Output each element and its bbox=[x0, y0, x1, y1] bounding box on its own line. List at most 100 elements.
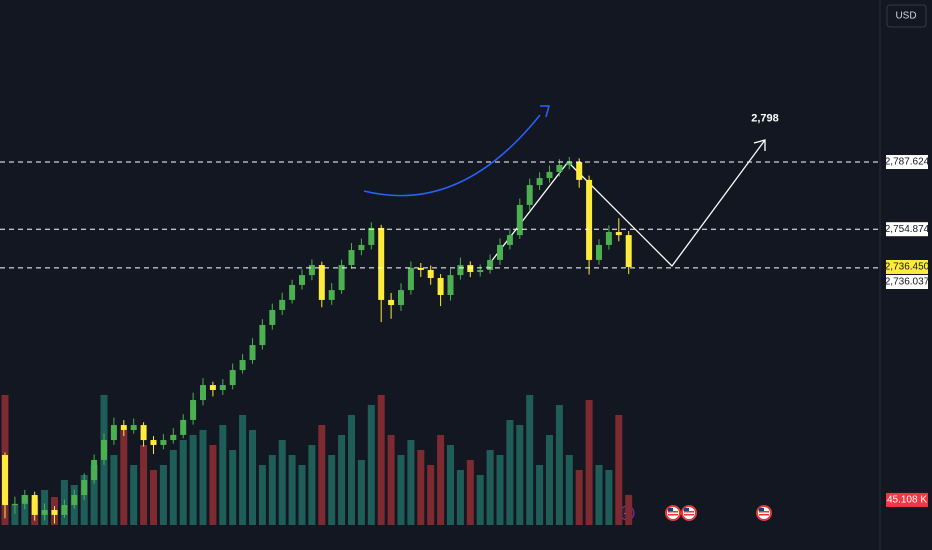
volume-bar bbox=[179, 440, 187, 525]
volume-bar bbox=[437, 435, 445, 525]
volume-bar bbox=[516, 425, 524, 525]
volume-bar bbox=[427, 465, 435, 525]
volume-bar bbox=[585, 400, 593, 525]
candle-body bbox=[229, 370, 236, 386]
volume-label: 45.108 K bbox=[887, 495, 927, 506]
volume-bar bbox=[456, 470, 464, 525]
candle-body bbox=[348, 250, 355, 266]
volume-bar bbox=[526, 395, 534, 525]
candle-body bbox=[526, 185, 533, 205]
candle-body bbox=[308, 265, 315, 276]
volume-bar bbox=[80, 475, 88, 525]
volume-bar bbox=[565, 455, 573, 525]
target-label: 2,798 bbox=[751, 113, 779, 125]
volume-bar bbox=[288, 455, 296, 525]
candle-body bbox=[398, 290, 404, 306]
candle-body bbox=[586, 179, 593, 260]
volume-bar bbox=[536, 465, 544, 525]
volume-bar bbox=[258, 465, 266, 525]
candle-body bbox=[101, 440, 107, 460]
volume-bar bbox=[447, 445, 454, 525]
candle-body bbox=[209, 385, 216, 390]
candle-body bbox=[497, 244, 503, 260]
volume-bar bbox=[21, 495, 29, 525]
candle-body bbox=[91, 459, 98, 481]
volume-bar bbox=[159, 465, 167, 525]
volume-bar bbox=[239, 415, 247, 525]
candle-body bbox=[605, 232, 612, 245]
current-price-label: 2,736.450 bbox=[885, 262, 930, 273]
volume-bar bbox=[367, 405, 375, 525]
candle-body bbox=[318, 265, 325, 300]
volume-bar bbox=[387, 435, 395, 525]
flag-icon[interactable] bbox=[665, 505, 681, 521]
level-label-box bbox=[886, 155, 928, 170]
candle-body bbox=[299, 275, 305, 285]
candle-body bbox=[477, 269, 484, 273]
candle-body bbox=[120, 425, 127, 430]
volume-bar bbox=[140, 445, 148, 525]
candle-body bbox=[219, 385, 226, 390]
candle-body bbox=[576, 162, 583, 180]
candle-body bbox=[338, 265, 345, 291]
volume-bar bbox=[328, 455, 336, 525]
candle-body bbox=[11, 503, 18, 506]
volume-bar bbox=[615, 415, 623, 525]
volume-bar bbox=[130, 465, 138, 525]
volume-bar bbox=[120, 430, 128, 525]
candle-body bbox=[150, 440, 157, 445]
volume-bar bbox=[150, 470, 157, 525]
candle-body bbox=[21, 495, 28, 504]
volume-bar bbox=[90, 465, 98, 525]
volume-bar bbox=[11, 505, 19, 525]
candle-body bbox=[447, 275, 454, 296]
candle-body bbox=[279, 299, 286, 310]
candle-body bbox=[190, 400, 197, 420]
candle-body bbox=[615, 232, 622, 236]
volume-bar bbox=[377, 395, 385, 525]
candle-body bbox=[110, 425, 117, 441]
candle-body bbox=[378, 227, 385, 300]
candle-body bbox=[289, 284, 296, 300]
zigzag-projection bbox=[486, 139, 766, 268]
candle-body bbox=[516, 204, 523, 236]
volume-bar bbox=[417, 450, 425, 525]
current-price-box bbox=[886, 259, 928, 274]
volume-bar bbox=[338, 435, 346, 525]
candle-body bbox=[427, 269, 434, 278]
currency-button[interactable] bbox=[886, 4, 927, 28]
volume-bar bbox=[496, 455, 504, 525]
volume-bar bbox=[268, 455, 276, 525]
volume-bar bbox=[506, 420, 514, 525]
candle-body bbox=[437, 277, 444, 296]
currency-label[interactable]: USD bbox=[895, 11, 916, 22]
candle-body bbox=[368, 227, 375, 245]
volume-bar bbox=[575, 470, 583, 525]
candle-body bbox=[407, 267, 414, 291]
candle-body bbox=[81, 480, 88, 496]
volume-bar bbox=[169, 450, 177, 525]
candle-body bbox=[546, 171, 553, 179]
volume-bar bbox=[318, 425, 326, 525]
flag-icon[interactable] bbox=[681, 505, 697, 521]
arrow-head bbox=[540, 105, 550, 118]
candle-body bbox=[259, 324, 266, 346]
candle-body bbox=[41, 509, 48, 515]
candle-body bbox=[51, 509, 58, 515]
level-label: 2,736.037 bbox=[885, 277, 930, 288]
volume-bar bbox=[348, 415, 355, 525]
volume-bar bbox=[397, 455, 405, 525]
candle-body bbox=[71, 495, 78, 506]
candle-body bbox=[170, 434, 177, 441]
flag-icon[interactable] bbox=[756, 505, 772, 521]
volume-bar bbox=[229, 450, 237, 525]
candle-body bbox=[2, 455, 8, 506]
candle-body bbox=[200, 385, 206, 401]
volume-bar bbox=[605, 470, 613, 525]
volume-bar bbox=[189, 435, 197, 525]
candle-body bbox=[506, 235, 513, 245]
volume-label-box bbox=[886, 492, 928, 507]
